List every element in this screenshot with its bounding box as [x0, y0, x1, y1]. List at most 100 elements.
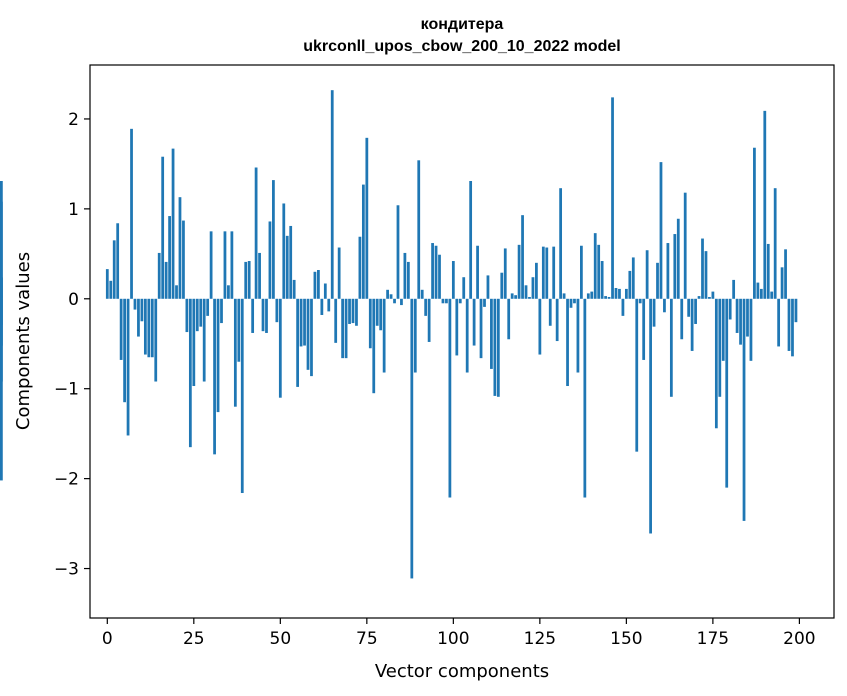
bar-3 — [116, 223, 120, 299]
bar-128 — [548, 298, 552, 326]
bar-78 — [375, 298, 379, 326]
bar-48 — [272, 180, 275, 299]
bar-34 — [223, 231, 227, 299]
bar-6 — [126, 298, 130, 436]
bar-141 — [593, 233, 597, 299]
bar-154 — [638, 298, 642, 304]
bar-89 — [413, 298, 417, 373]
bar-161 — [663, 298, 666, 313]
bar-131 — [559, 188, 563, 299]
bar-74 — [361, 184, 365, 299]
x-tick-label: 100 — [437, 629, 469, 649]
bar-40 — [244, 261, 248, 299]
bar-160 — [659, 162, 663, 299]
bar-150 — [624, 288, 628, 299]
bar-118 — [514, 295, 518, 299]
chart-title-line-2: ukrconll_upos_cbow_200_10_2022 model — [303, 38, 620, 55]
bar-126 — [541, 246, 545, 299]
bar-187 — [753, 147, 756, 299]
x-axis-label: Vector components — [375, 661, 549, 682]
bar-28 — [202, 298, 206, 382]
bar-68 — [341, 298, 344, 359]
bar-172 — [701, 238, 704, 299]
bar-23 — [185, 298, 189, 333]
bar-184 — [742, 298, 746, 521]
bar-94 — [431, 243, 434, 299]
bar-103 — [462, 277, 466, 299]
bar-170 — [694, 298, 697, 324]
y-axis-label: Components values — [13, 252, 34, 430]
x-tick-label: 50 — [270, 629, 292, 649]
bar-45 — [261, 298, 265, 332]
bars-group — [0, 90, 798, 579]
bar-179 — [725, 298, 729, 488]
bar-0 — [105, 269, 109, 299]
bar-195 — [780, 267, 784, 299]
bar-58 — [306, 298, 310, 370]
bar-140 — [590, 291, 594, 299]
bar-122 — [528, 296, 531, 299]
bar-35 — [227, 285, 230, 299]
bar-62 — [320, 298, 324, 315]
bar-186 — [749, 298, 753, 361]
bar-102 — [458, 298, 462, 304]
bar-91 — [420, 289, 424, 299]
bar-164 — [673, 234, 677, 299]
bar-14 — [154, 298, 158, 382]
bar-152 — [631, 257, 635, 299]
bar-21 — [178, 197, 182, 299]
bar-83 — [393, 298, 396, 304]
bar-51 — [282, 203, 286, 299]
bar-92 — [424, 298, 428, 316]
bar-82 — [389, 294, 393, 299]
bar-99 — [448, 298, 452, 498]
bar-20 — [175, 285, 178, 299]
x-tick-label: 125 — [524, 629, 556, 649]
bar-77 — [372, 298, 376, 394]
y-tick-label: −3 — [54, 560, 79, 580]
bar-132 — [562, 293, 566, 299]
bar-87 — [406, 261, 410, 299]
bar-69 — [344, 298, 348, 359]
bar-136 — [576, 298, 580, 373]
bar-113 — [496, 298, 500, 397]
bar-183 — [739, 298, 742, 345]
bar-17 — [164, 261, 168, 299]
bar-2 — [112, 240, 116, 299]
bar-105 — [469, 181, 473, 299]
bar-54 — [292, 279, 296, 299]
bar-46 — [265, 298, 268, 333]
bar-41 — [247, 261, 251, 299]
bar-undefined — [0, 181, 3, 299]
bar-129 — [552, 246, 556, 299]
bar-168 — [687, 298, 691, 317]
bar-191 — [766, 243, 770, 299]
bar-177 — [718, 298, 722, 397]
bar-31 — [213, 298, 216, 455]
bar-175 — [711, 291, 715, 299]
bar-100 — [451, 261, 455, 299]
x-tick-label: 200 — [783, 629, 815, 649]
bar-36 — [230, 231, 234, 299]
bar-25 — [192, 298, 196, 387]
bar-182 — [735, 298, 739, 333]
bar-29 — [206, 298, 210, 316]
bar-72 — [355, 298, 358, 326]
bar-142 — [597, 244, 601, 299]
bar-121 — [524, 285, 528, 299]
bar-95 — [434, 245, 438, 299]
x-tick-label: 150 — [610, 629, 642, 649]
bar-9 — [137, 298, 140, 337]
bar-157 — [649, 298, 652, 534]
bar-15 — [157, 252, 161, 299]
bar-125 — [538, 298, 542, 355]
bar-178 — [721, 298, 725, 361]
bar-192 — [770, 291, 774, 299]
bar-75 — [365, 137, 369, 299]
bar-133 — [566, 298, 569, 387]
y-tick-label: −2 — [54, 470, 79, 490]
bar-107 — [476, 245, 479, 299]
bar-166 — [680, 298, 684, 340]
bar-139 — [586, 293, 590, 299]
